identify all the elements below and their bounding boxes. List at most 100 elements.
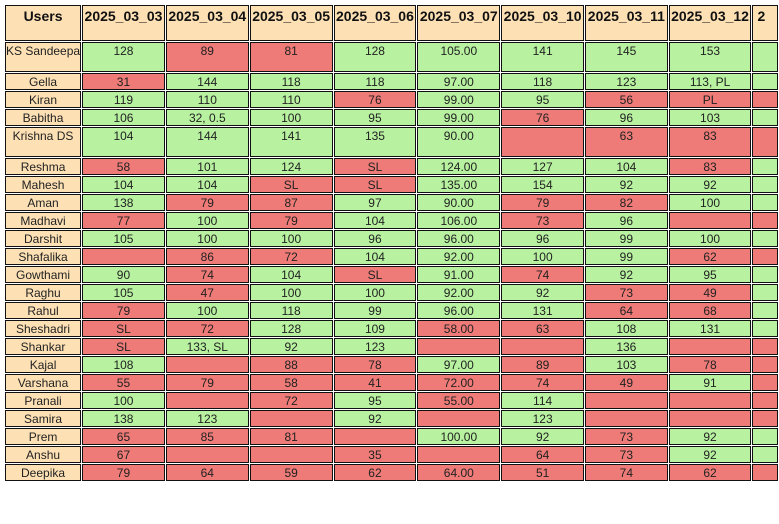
value-cell[interactable]: 99.00	[417, 109, 501, 126]
value-cell[interactable]: 85	[165, 428, 249, 445]
value-cell[interactable]: 87	[249, 194, 333, 211]
value-cell[interactable]: 118	[333, 73, 417, 90]
partial-value-cell[interactable]	[752, 73, 778, 90]
value-cell[interactable]: 136	[585, 338, 668, 355]
value-cell[interactable]: 47	[165, 284, 249, 301]
value-cell[interactable]: 78	[668, 356, 752, 373]
value-cell[interactable]: 92.00	[417, 284, 501, 301]
value-cell[interactable]: 104	[333, 212, 417, 229]
user-name-cell[interactable]: Kajal	[5, 356, 82, 373]
date-column-header[interactable]: 2025_03_03	[82, 5, 165, 41]
value-cell[interactable]: 81	[249, 42, 333, 72]
value-cell[interactable]: 108	[585, 320, 668, 337]
value-cell[interactable]: 88	[249, 356, 333, 373]
partial-value-cell[interactable]	[752, 374, 778, 391]
date-column-header[interactable]: 2025_03_12	[668, 5, 752, 41]
value-cell[interactable]: 92	[585, 176, 668, 193]
partial-value-cell[interactable]	[752, 320, 778, 337]
value-cell[interactable]: 92	[501, 284, 585, 301]
user-name-cell[interactable]: Madhavi	[5, 212, 82, 229]
value-cell[interactable]	[668, 338, 752, 355]
partial-value-cell[interactable]	[752, 410, 778, 427]
value-cell[interactable]: 79	[249, 212, 333, 229]
value-cell[interactable]: 153	[668, 42, 752, 72]
value-cell[interactable]: 67	[82, 446, 165, 463]
value-cell[interactable]: 106	[82, 109, 165, 126]
value-cell[interactable]: 73	[585, 284, 668, 301]
value-cell[interactable]: 131	[501, 302, 585, 319]
value-cell[interactable]: 104	[82, 127, 165, 157]
partial-value-cell[interactable]	[752, 176, 778, 193]
value-cell[interactable]: 95	[501, 91, 585, 108]
user-name-cell[interactable]: KS Sandeepa	[5, 42, 82, 72]
partial-value-cell[interactable]	[752, 42, 778, 72]
value-cell[interactable]: 99	[333, 302, 417, 319]
user-name-cell[interactable]: Babitha	[5, 109, 82, 126]
value-cell[interactable]: 128	[249, 320, 333, 337]
partial-value-cell[interactable]	[752, 446, 778, 463]
value-cell[interactable]: 89	[165, 42, 249, 72]
user-name-cell[interactable]: Darshit	[5, 230, 82, 247]
value-cell[interactable]: 103	[668, 109, 752, 126]
value-cell[interactable]: 104	[249, 266, 333, 283]
partial-value-cell[interactable]	[752, 248, 778, 265]
user-name-cell[interactable]: Gowthami	[5, 266, 82, 283]
value-cell[interactable]: 64	[585, 302, 668, 319]
value-cell[interactable]: 133, SL	[165, 338, 249, 355]
partial-value-cell[interactable]	[752, 464, 778, 481]
value-cell[interactable]: 90.00	[417, 127, 501, 157]
value-cell[interactable]: 154	[501, 176, 585, 193]
value-cell[interactable]: 92	[333, 410, 417, 427]
value-cell[interactable]: 100	[668, 194, 752, 211]
value-cell[interactable]: 92	[249, 338, 333, 355]
user-name-cell[interactable]: Mahesh	[5, 176, 82, 193]
partial-value-cell[interactable]	[752, 284, 778, 301]
value-cell[interactable]: 105	[82, 284, 165, 301]
value-cell[interactable]: SL	[249, 176, 333, 193]
value-cell[interactable]	[668, 410, 752, 427]
value-cell[interactable]: SL	[333, 266, 417, 283]
user-name-cell[interactable]: Aman	[5, 194, 82, 211]
value-cell[interactable]: 73	[585, 428, 668, 445]
value-cell[interactable]: 76	[501, 109, 585, 126]
value-cell[interactable]: 62	[668, 464, 752, 481]
value-cell[interactable]: 92	[668, 446, 752, 463]
value-cell[interactable]: 76	[333, 91, 417, 108]
value-cell[interactable]: 100	[501, 248, 585, 265]
value-cell[interactable]: 86	[165, 248, 249, 265]
value-cell[interactable]	[501, 127, 585, 157]
value-cell[interactable]: 103	[585, 356, 668, 373]
value-cell[interactable]: 64	[165, 464, 249, 481]
value-cell[interactable]: 55.00	[417, 392, 501, 409]
value-cell[interactable]: 49	[585, 374, 668, 391]
user-name-cell[interactable]: Deepika	[5, 464, 82, 481]
value-cell[interactable]: 138	[82, 410, 165, 427]
value-cell[interactable]: 96.00	[417, 302, 501, 319]
value-cell[interactable]: 91	[668, 374, 752, 391]
value-cell[interactable]: 105	[82, 230, 165, 247]
value-cell[interactable]: 72	[249, 392, 333, 409]
value-cell[interactable]: 105.00	[417, 42, 501, 72]
value-cell[interactable]: 62	[668, 248, 752, 265]
value-cell[interactable]: 101	[165, 158, 249, 175]
value-cell[interactable]: 128	[82, 42, 165, 72]
value-cell[interactable]: 77	[82, 212, 165, 229]
value-cell[interactable]: 55	[82, 374, 165, 391]
value-cell[interactable]: 100	[333, 284, 417, 301]
partial-value-cell[interactable]	[752, 212, 778, 229]
partial-value-cell[interactable]	[752, 109, 778, 126]
partial-value-cell[interactable]	[752, 266, 778, 283]
value-cell[interactable]: 51	[501, 464, 585, 481]
user-name-cell[interactable]: Anshu	[5, 446, 82, 463]
value-cell[interactable]	[668, 212, 752, 229]
value-cell[interactable]: SL	[333, 176, 417, 193]
value-cell[interactable]: 64.00	[417, 464, 501, 481]
users-column-header[interactable]: Users	[5, 5, 82, 41]
value-cell[interactable]	[501, 338, 585, 355]
value-cell[interactable]: 96	[333, 230, 417, 247]
value-cell[interactable]: 74	[501, 374, 585, 391]
value-cell[interactable]: 100	[165, 302, 249, 319]
value-cell[interactable]: 119	[82, 91, 165, 108]
value-cell[interactable]: 97.00	[417, 356, 501, 373]
value-cell[interactable]: 100	[82, 392, 165, 409]
